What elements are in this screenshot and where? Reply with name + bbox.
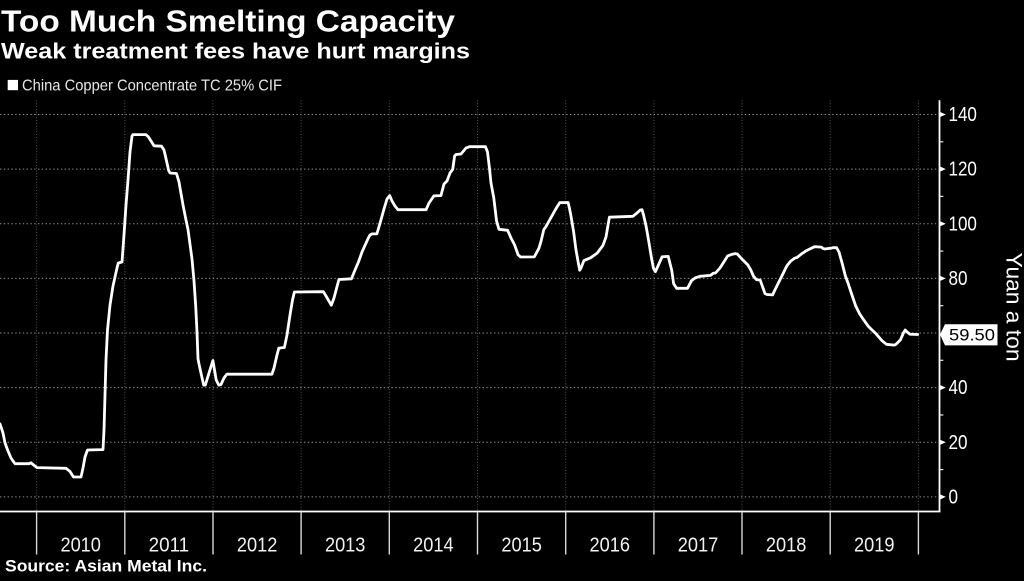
svg-text:Weak treatment fees have hurt: Weak treatment fees have hurt margins — [1, 38, 470, 63]
svg-text:2011: 2011 — [149, 534, 190, 557]
svg-text:2016: 2016 — [590, 534, 631, 557]
svg-text:40: 40 — [949, 377, 968, 399]
svg-text:2018: 2018 — [766, 534, 807, 557]
svg-text:Yuan a ton: Yuan a ton — [1002, 253, 1024, 362]
svg-text:2010: 2010 — [60, 534, 101, 557]
svg-text:2014: 2014 — [413, 534, 454, 557]
svg-text:2013: 2013 — [325, 534, 366, 557]
svg-text:Source: Asian Metal Inc.: Source: Asian Metal Inc. — [5, 557, 207, 576]
svg-text:Too Much Smelting Capacity: Too Much Smelting Capacity — [1, 4, 455, 38]
svg-text:80: 80 — [949, 268, 968, 290]
svg-text:20: 20 — [949, 432, 968, 454]
svg-text:2019: 2019 — [854, 534, 895, 557]
svg-text:0: 0 — [949, 486, 959, 508]
svg-text:100: 100 — [949, 213, 977, 235]
svg-text:2017: 2017 — [678, 534, 719, 557]
svg-text:59.50: 59.50 — [949, 327, 995, 345]
svg-text:China Copper Concentrate TC 25: China Copper Concentrate TC 25% CIF — [22, 78, 282, 95]
svg-text:120: 120 — [949, 159, 977, 181]
svg-text:2015: 2015 — [501, 534, 542, 557]
svg-text:2012: 2012 — [237, 534, 278, 557]
svg-text:140: 140 — [949, 104, 977, 126]
